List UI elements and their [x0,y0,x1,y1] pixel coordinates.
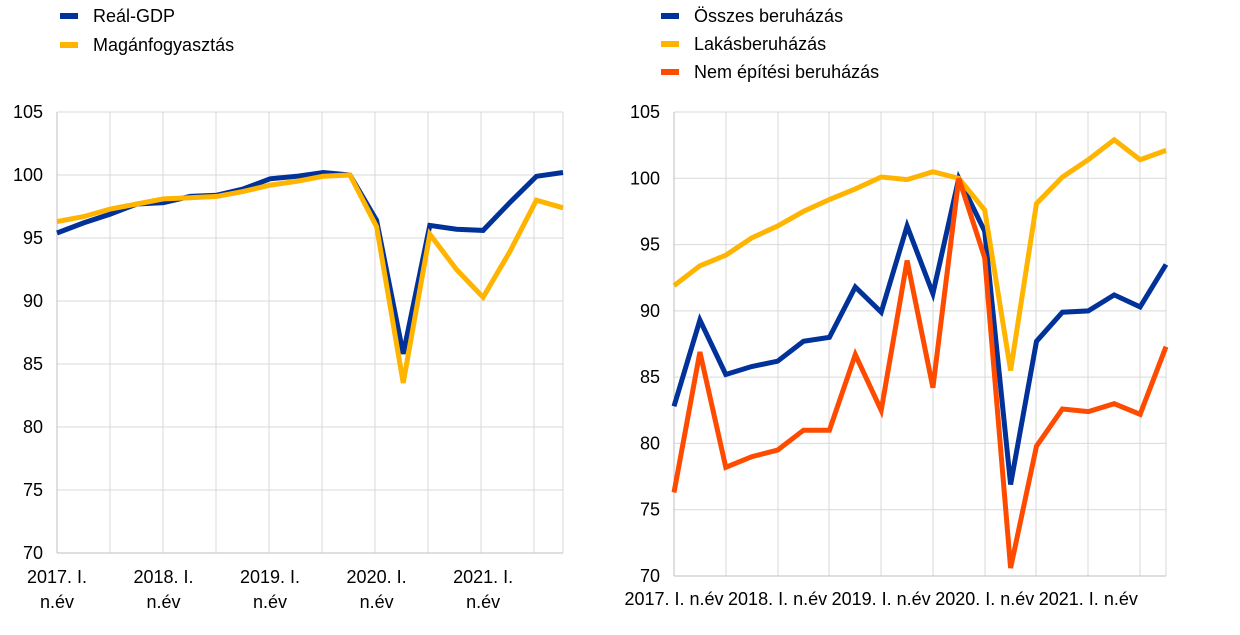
legend-label: Nem építési beruházás [694,62,879,82]
x-tick-label: 2017. I. n.év [624,589,723,609]
legend-swatch [60,13,78,19]
x-tick-label-line: 2019. I. [240,567,300,587]
y-tick-label: 100 [630,168,660,188]
legend-label: Magánfogyasztás [93,35,234,55]
y-tick-label: 105 [13,102,43,122]
y-tick-label: 85 [640,367,660,387]
x-tick-label-line: n.év [253,592,287,612]
x-tick-label-line: n.év [147,592,181,612]
x-tick-label: 2017. I. n.év [27,567,87,612]
series-line-2 [672,136,1167,371]
legend-label: Lakásberuházás [694,34,826,54]
y-tick-label: 75 [640,500,660,520]
legend-swatch [661,13,679,19]
x-tick-label-line: 2018. I. n.év [728,589,827,609]
x-tick-label-line: 2017. I. [27,567,87,587]
x-tick-label-line: n.év [360,592,394,612]
x-tick-label-line: 2020. I. n.év [935,589,1034,609]
x-tick-label-line: 2021. I. n.év [1039,589,1138,609]
x-tick-label: 2021. I. n.év [453,567,513,612]
x-tick-label: 2021. I. n.év [1039,589,1138,609]
y-tick-label: 95 [23,228,43,248]
legend-swatch [60,42,78,48]
y-tick-label: 90 [23,291,43,311]
series-line-1 [671,170,1169,485]
x-tick-label-line: 2020. I. [347,567,407,587]
x-tick-label: 2020. I. n.év [347,567,407,612]
y-tick-label: 80 [640,433,660,453]
legend-label: Összes beruházás [694,6,843,26]
y-tick-label: 70 [23,543,43,563]
y-tick-label: 75 [23,480,43,500]
x-tick-label-line: n.év [466,592,500,612]
x-tick-label: 2020. I. n.év [935,589,1034,609]
x-tick-label: 2019. I. n.év [832,589,931,609]
legend-label: Reál-GDP [93,6,175,26]
y-tick-label: 95 [640,235,660,255]
x-tick-label: 2018. I. n.év [728,589,827,609]
y-tick-label: 80 [23,417,43,437]
legend-swatch [661,69,679,75]
x-tick-label-line: 2021. I. [453,567,513,587]
y-tick-label: 105 [630,102,660,122]
x-tick-label-line: 2018. I. [134,567,194,587]
chart-panel-1: 70 75 80 85 90 95 100 105 2017. I. n.év 2018. I. n.… [13,6,564,612]
x-tick-label-line: n.év [40,592,74,612]
x-tick-label: 2018. I. n.év [134,567,194,612]
y-tick-label: 100 [13,165,43,185]
chart-panel-2: 70 75 80 85 90 95 100 105 2017. I. n.év 2018. I. … [624,6,1169,609]
y-tick-label: 85 [23,354,43,374]
x-tick-label-line: 2019. I. n.év [832,589,931,609]
series-line-1 [56,169,564,355]
series-line-2 [56,172,564,384]
series-line-3 [671,177,1169,569]
x-tick-label: 2019. I. n.év [240,567,300,612]
y-tick-label: 90 [640,301,660,321]
x-tick-label-line: 2017. I. n.év [624,589,723,609]
y-tick-label: 70 [640,566,660,586]
legend-swatch [661,41,679,47]
